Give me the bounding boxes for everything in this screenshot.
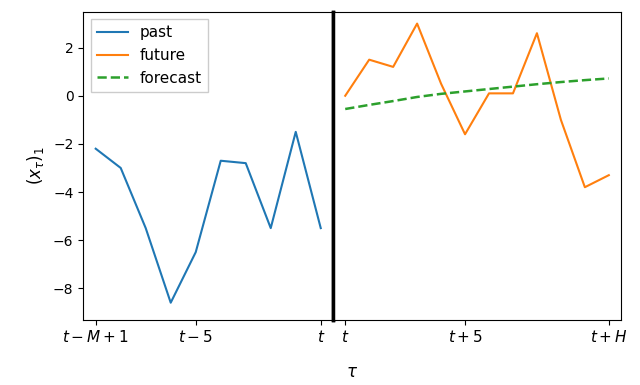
Y-axis label: $(x_\tau)_1$: $(x_\tau)_1$ <box>25 146 46 185</box>
Text: $\tau$: $\tau$ <box>346 363 358 381</box>
Legend: past, future, forecast: past, future, forecast <box>91 19 208 92</box>
